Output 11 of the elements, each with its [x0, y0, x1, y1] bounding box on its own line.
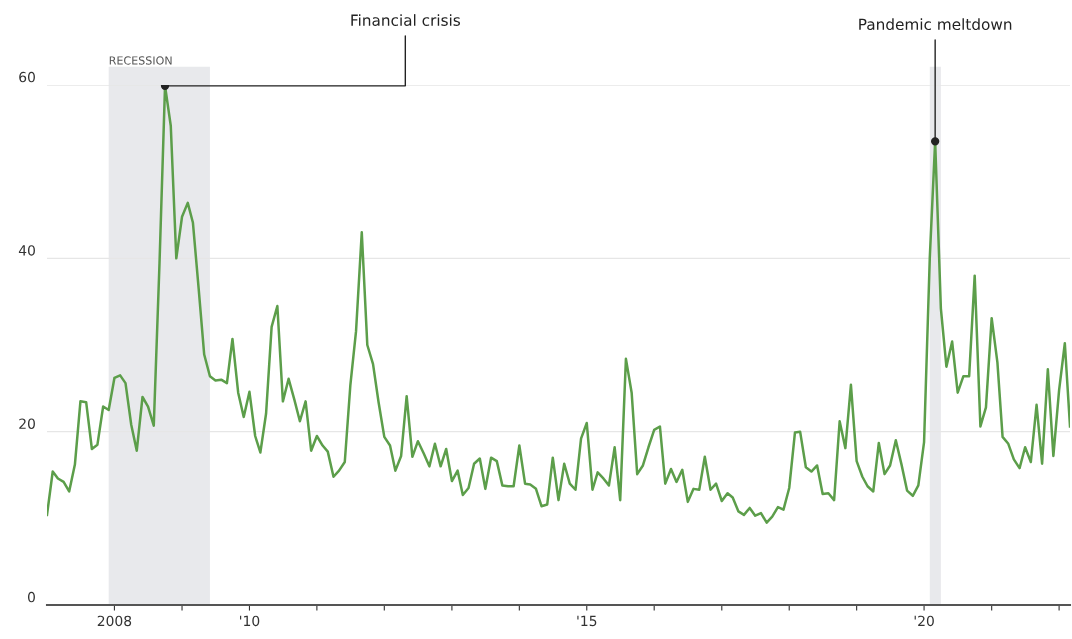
annotation: Financial crisis — [351, 14, 460, 26]
y-tick-label: 20 — [19, 418, 35, 429]
y-tick-label: 0 — [27, 591, 35, 603]
x-tick-label: 2008 — [97, 615, 132, 627]
y-tick-label: 60 — [19, 71, 35, 83]
x-tick-label: '20 — [914, 615, 934, 627]
band-label: RECESSION — [109, 56, 172, 65]
x-tick-label: '15 — [577, 615, 597, 627]
y-tick-label: 40 — [18, 245, 35, 256]
annotation: Pandemic meltdown — [859, 18, 1012, 31]
x-tick-label: '10 — [240, 615, 260, 627]
